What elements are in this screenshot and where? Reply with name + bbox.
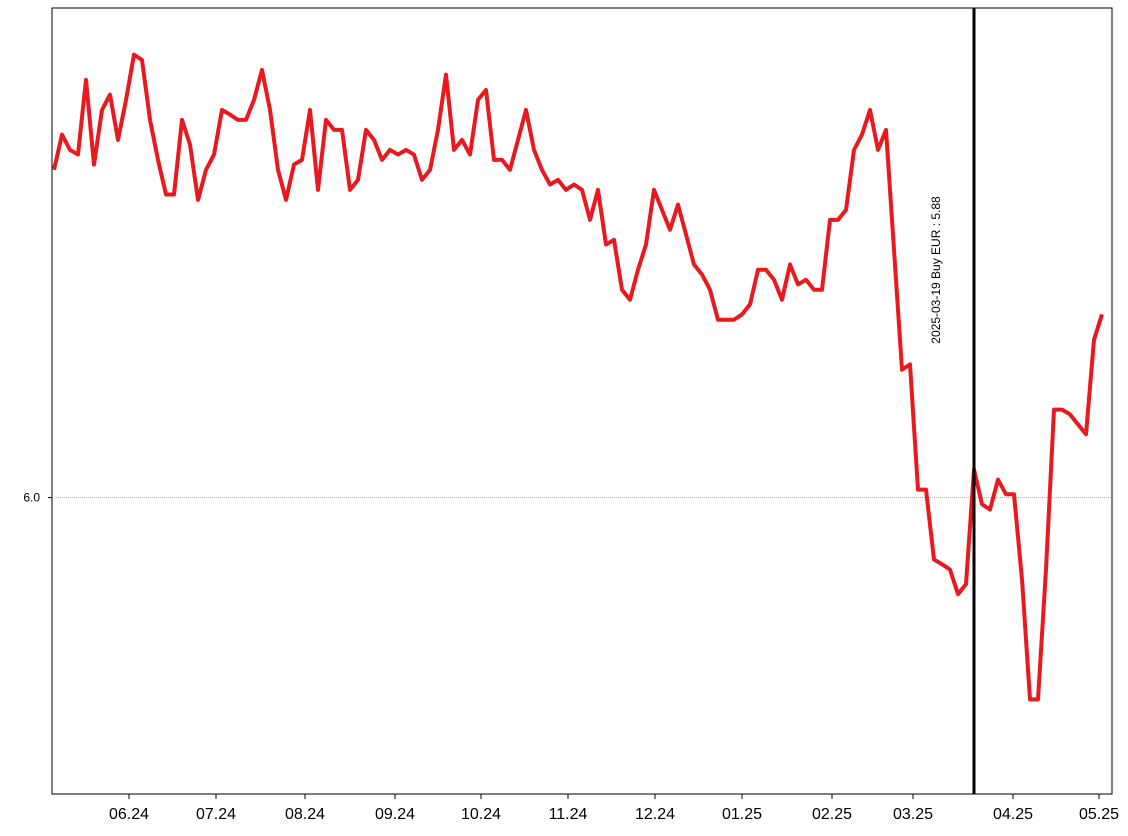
x-tick-label: 09.24 [375, 806, 415, 823]
x-tick-label: 10.24 [461, 806, 501, 823]
x-tick-label: 03.25 [893, 806, 933, 823]
x-tick-label: 06.24 [109, 806, 149, 823]
x-tick-label: 07.24 [196, 806, 236, 823]
x-tick-label: 01.25 [722, 806, 762, 823]
plot-frame [51, 7, 1113, 795]
price-line [52, 52, 1104, 702]
y-tick-label: 6.0 [23, 491, 40, 505]
x-tick-label: 05.25 [1079, 806, 1119, 823]
x-tick-label: 11.24 [549, 806, 588, 823]
event-label: 2025-03-19 Buy EUR : 5.88 [929, 196, 943, 344]
x-tick-label: 12.24 [635, 806, 675, 823]
x-tick-label: 04.25 [993, 806, 1033, 823]
x-tick-label: 02.25 [812, 806, 852, 823]
x-tick-label: 08.24 [285, 806, 325, 823]
